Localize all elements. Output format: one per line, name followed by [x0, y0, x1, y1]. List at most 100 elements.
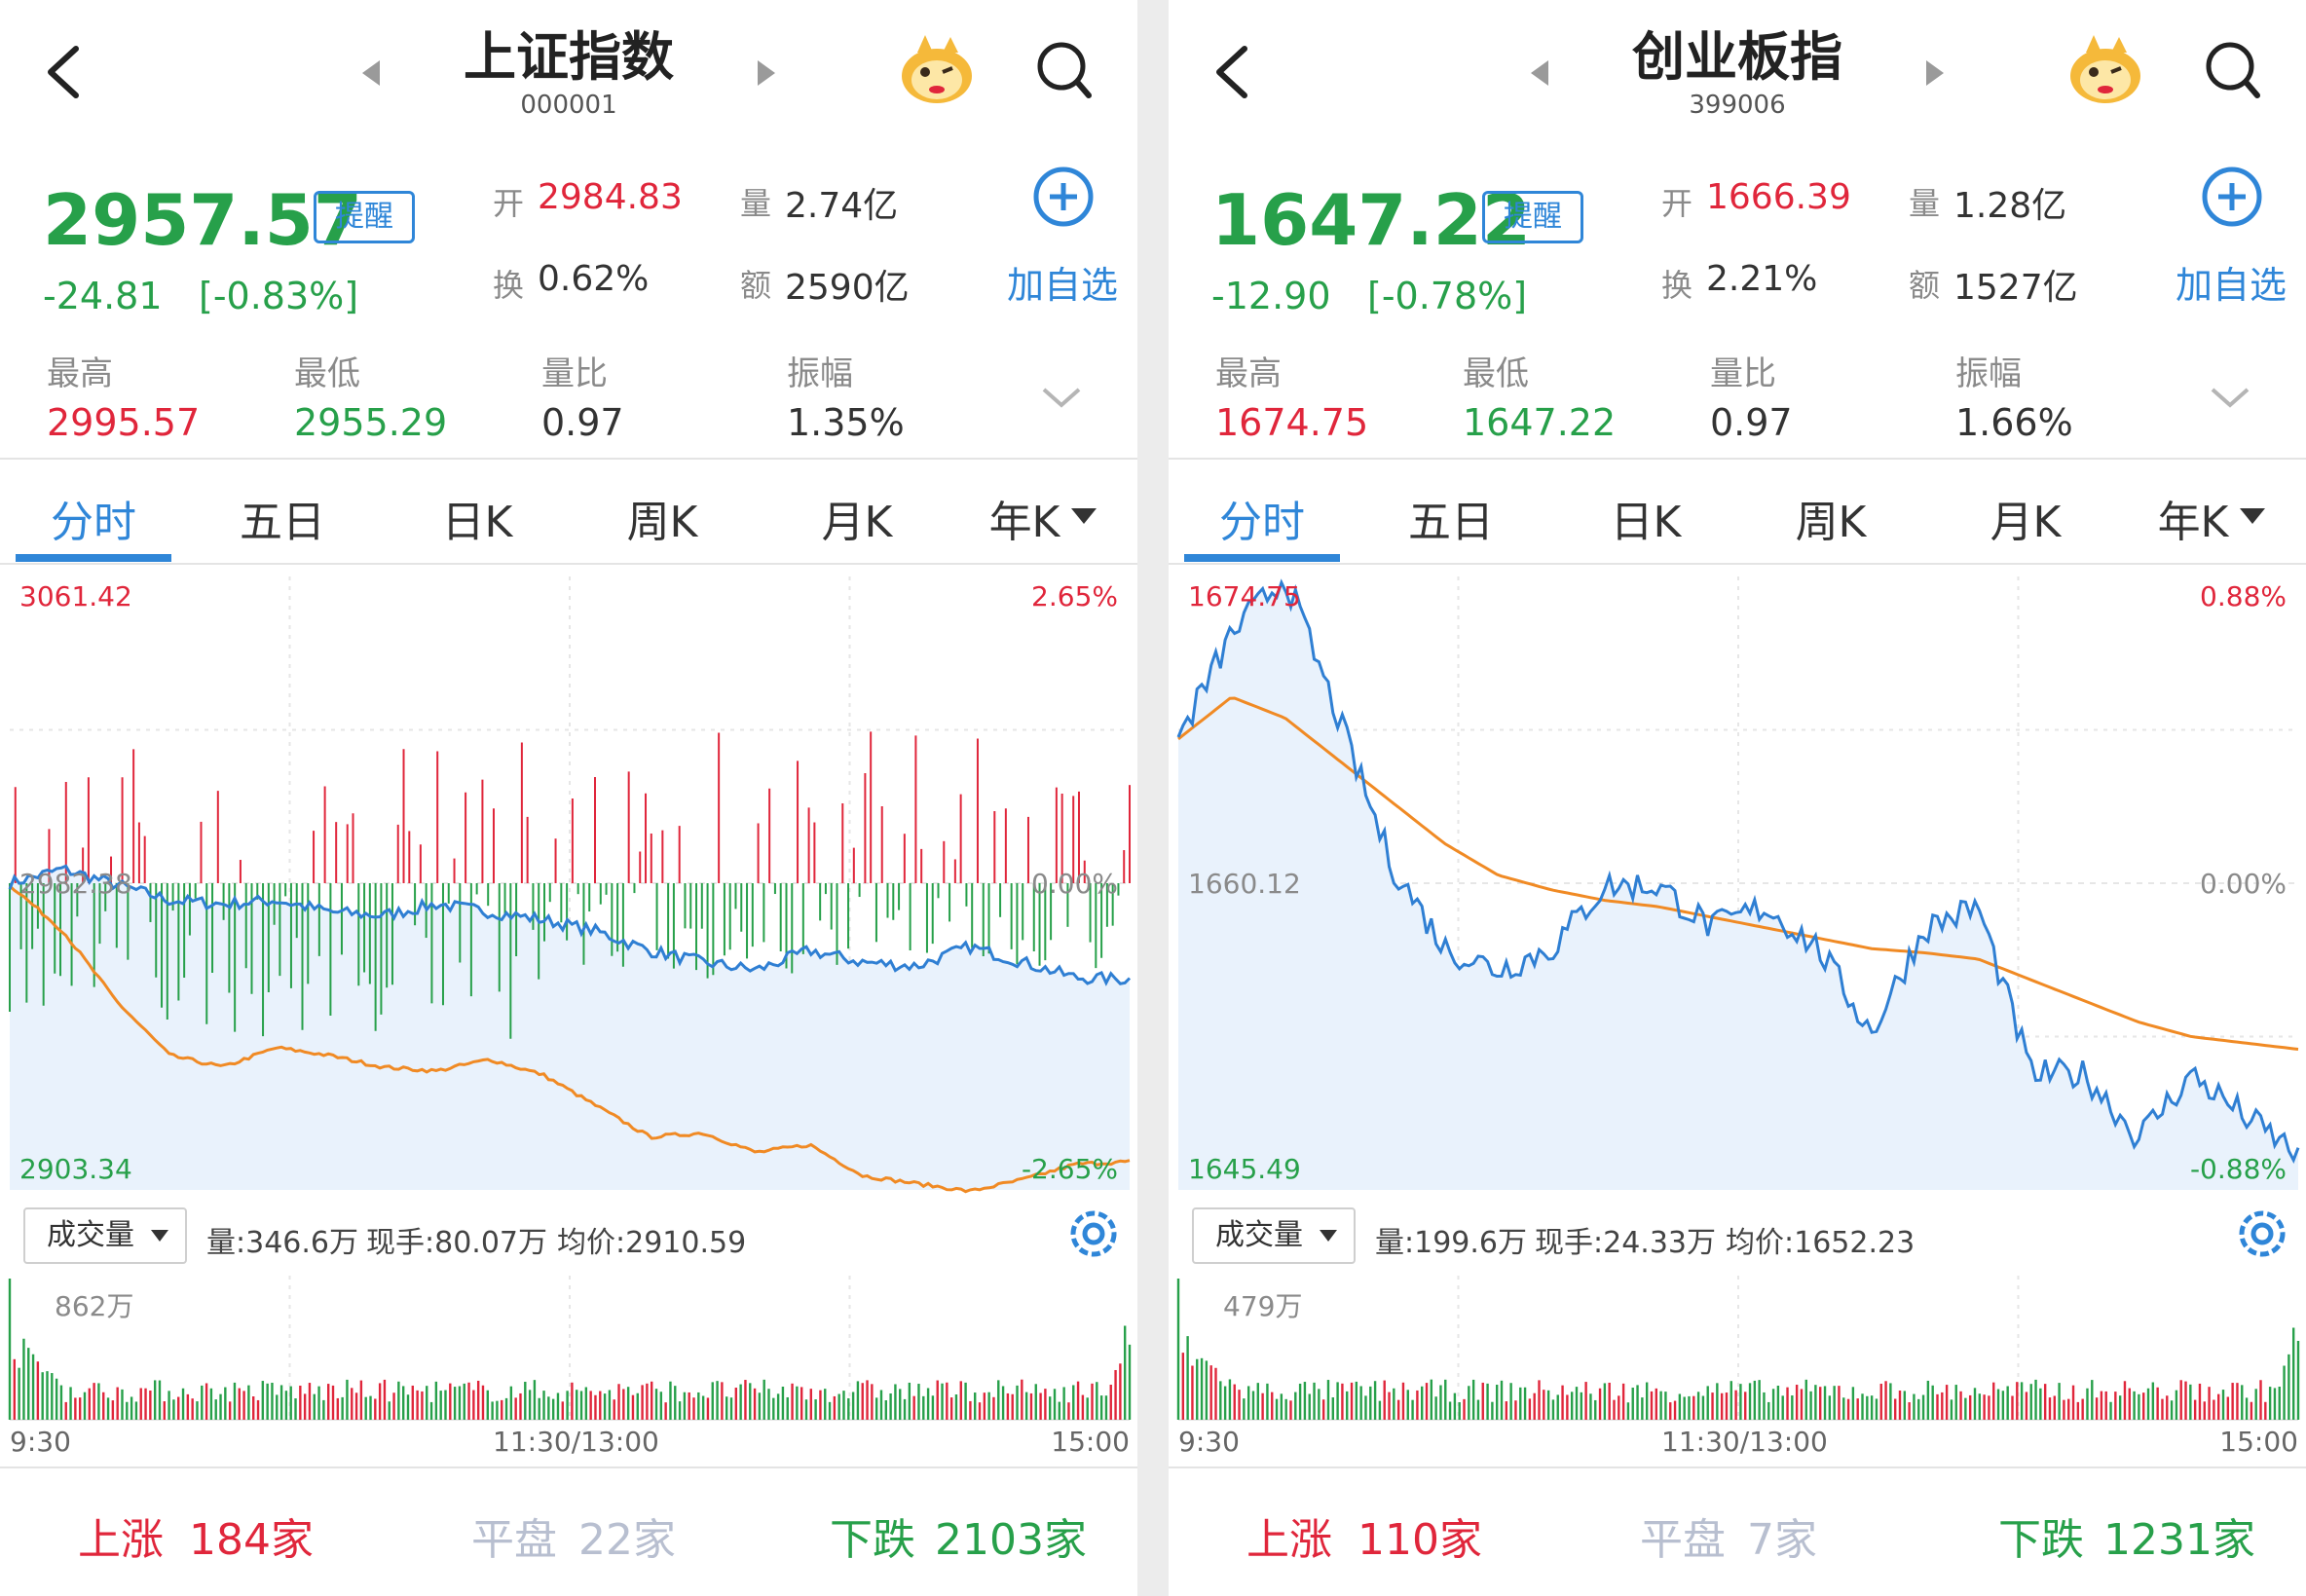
indicator-select-label: 成交量: [47, 1218, 134, 1252]
page-title: 上证指数: [464, 26, 674, 88]
tab-5day[interactable]: 五日: [1408, 498, 1494, 547]
dropdown-triangle-icon[interactable]: [1069, 506, 1098, 526]
tab-intraday[interactable]: 分时: [1219, 498, 1305, 547]
divider: [1169, 1466, 2306, 1468]
tab-5day[interactable]: 五日: [240, 498, 325, 547]
time-mid: 11:30/13:00: [1661, 1426, 1828, 1458]
settings-gear-icon[interactable]: [2232, 1204, 2292, 1264]
decliners-label: 下跌: [1998, 1515, 2084, 1565]
average-price-line: [1177, 696, 2299, 1051]
prev-arrow-icon[interactable]: [1527, 58, 1550, 88]
y-axis-mid-pct: 0.00%: [1031, 868, 1118, 900]
intraday-chart: [8, 576, 1132, 1194]
back-icon[interactable]: [43, 43, 82, 101]
tab-daily-k[interactable]: 日K: [1610, 498, 1682, 547]
add-circle-icon[interactable]: [2199, 164, 2267, 232]
price-area-fill: [1178, 582, 2298, 1190]
turnover-label: 换: [1661, 267, 1693, 304]
dropdown-triangle-icon[interactable]: [2238, 506, 2267, 526]
mascot-icon[interactable]: [2064, 31, 2146, 105]
decliners-count: 2103家: [935, 1515, 1087, 1565]
y-axis-top-price: 3061.42: [19, 580, 132, 612]
volume-ratio-label: 量比: [541, 354, 608, 393]
unchanged-label: 平盘: [471, 1515, 557, 1565]
amount-label: 额: [1909, 267, 1941, 304]
prev-arrow-icon[interactable]: [358, 58, 382, 88]
open-label: 开: [1661, 185, 1693, 222]
open-value: 1666.39: [1706, 177, 1851, 217]
search-icon[interactable]: [2203, 39, 2261, 101]
add-watchlist-button[interactable]: 加自选: [2176, 264, 2287, 307]
indicator-select[interactable]: 成交量: [23, 1207, 187, 1264]
time-start: 9:30: [10, 1426, 71, 1458]
add-watchlist-button[interactable]: 加自选: [1007, 264, 1119, 307]
volume-value: 2.74亿: [785, 186, 899, 226]
amount-value: 2590亿: [785, 268, 910, 308]
tab-yearly-k[interactable]: 年K: [2157, 498, 2229, 547]
y-axis-bottom-price: 1645.49: [1188, 1153, 1301, 1185]
volume-value: 1.28亿: [1953, 186, 2067, 226]
current-hand-readout: 现手:80.07万: [366, 1226, 547, 1260]
expand-chevron-icon[interactable]: [2209, 386, 2251, 411]
tab-weekly-k[interactable]: 周K: [626, 498, 698, 547]
price-line: [1176, 578, 2300, 1164]
amplitude-label: 振幅: [787, 354, 853, 393]
unchanged-count: 22家: [578, 1515, 676, 1565]
volume-readout: 量:346.6万: [206, 1226, 358, 1260]
turnover-label: 换: [493, 267, 525, 304]
settings-gear-icon[interactable]: [1063, 1204, 1124, 1264]
tab-daily-k[interactable]: 日K: [441, 498, 513, 547]
divider: [0, 1466, 1137, 1468]
volume-label: 量: [1909, 185, 1941, 222]
volume-chart: [1176, 1276, 2300, 1421]
page-title: 创业板指: [1632, 26, 1842, 88]
open-label: 开: [493, 185, 525, 222]
y-axis-bottom-pct: -2.65%: [1021, 1153, 1118, 1185]
y-axis-top-price: 1674.75: [1188, 580, 1301, 612]
advancers-label: 上涨: [1246, 1515, 1332, 1565]
next-arrow-icon[interactable]: [756, 58, 779, 88]
turnover-value: 2.21%: [1706, 259, 1818, 299]
add-circle-icon[interactable]: [1030, 164, 1098, 232]
mascot-icon[interactable]: [896, 31, 978, 105]
open-value: 2984.83: [538, 177, 683, 217]
divider: [1169, 458, 2306, 460]
tab-intraday[interactable]: 分时: [51, 498, 136, 547]
remind-button[interactable]: 提醒: [1482, 191, 1583, 243]
dropdown-triangle-icon: [151, 1230, 168, 1242]
y-axis-top-pct: 2.65%: [1031, 580, 1118, 612]
time-start: 9:30: [1178, 1426, 1240, 1458]
intraday-chart: [1176, 576, 2300, 1190]
price-area-fill: [10, 866, 1130, 1190]
unchanged-label: 平盘: [1640, 1515, 1726, 1565]
price-change-pct: [-0.78%]: [1367, 275, 1528, 317]
search-icon[interactable]: [1034, 39, 1093, 101]
last-price: 1647.22: [1211, 179, 1531, 261]
dropdown-triangle-icon: [1320, 1230, 1337, 1242]
tab-indicator: [1184, 554, 1340, 562]
back-icon[interactable]: [1211, 43, 1250, 101]
y-axis-bottom-pct: -0.88%: [2189, 1153, 2287, 1185]
volume-label: 量: [740, 185, 772, 222]
tab-yearly-k[interactable]: 年K: [988, 498, 1060, 547]
remind-button[interactable]: 提醒: [314, 191, 415, 243]
price-change-pct: [-0.83%]: [199, 275, 359, 317]
divider: [0, 458, 1137, 460]
indicator-select[interactable]: 成交量: [1192, 1207, 1356, 1264]
decliners-label: 下跌: [830, 1515, 915, 1565]
volume-readout: 量:199.6万: [1375, 1226, 1527, 1260]
volume-max-label: 862万: [55, 1290, 134, 1322]
expand-chevron-icon[interactable]: [1040, 386, 1083, 411]
volume-max-label: 479万: [1223, 1290, 1303, 1322]
amount-value: 1527亿: [1953, 268, 2078, 308]
tab-monthly-k[interactable]: 月K: [1990, 498, 2062, 547]
advancers-count: 110家: [1358, 1515, 1482, 1565]
high-value: 1674.75: [1215, 401, 1369, 444]
unchanged-count: 7家: [1747, 1515, 1817, 1565]
tab-weekly-k[interactable]: 周K: [1795, 498, 1867, 547]
next-arrow-icon[interactable]: [1924, 58, 1948, 88]
divider: [0, 563, 1137, 565]
amplitude-value: 1.66%: [1955, 401, 2073, 444]
tab-indicator: [16, 554, 171, 562]
tab-monthly-k[interactable]: 月K: [821, 498, 893, 547]
